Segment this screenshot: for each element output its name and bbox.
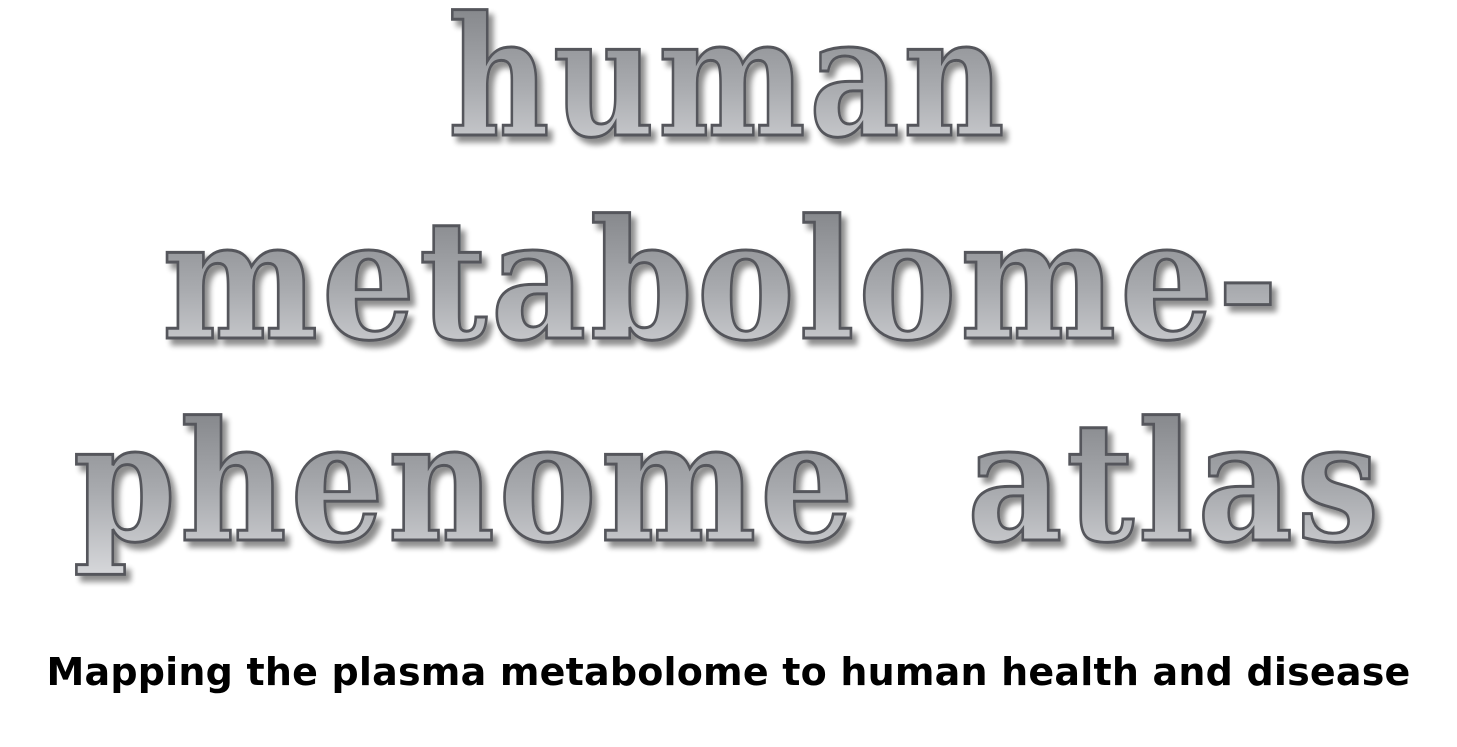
title-wordart: human metabolome- phenome atlas <box>72 0 1383 581</box>
subtitle: Mapping the plasma metabolome to human h… <box>46 650 1411 694</box>
title-line-3: phenome atlas <box>73 385 1383 579</box>
title-line-1: human <box>448 0 1008 174</box>
title-line-2: metabolome- <box>162 183 1282 377</box>
